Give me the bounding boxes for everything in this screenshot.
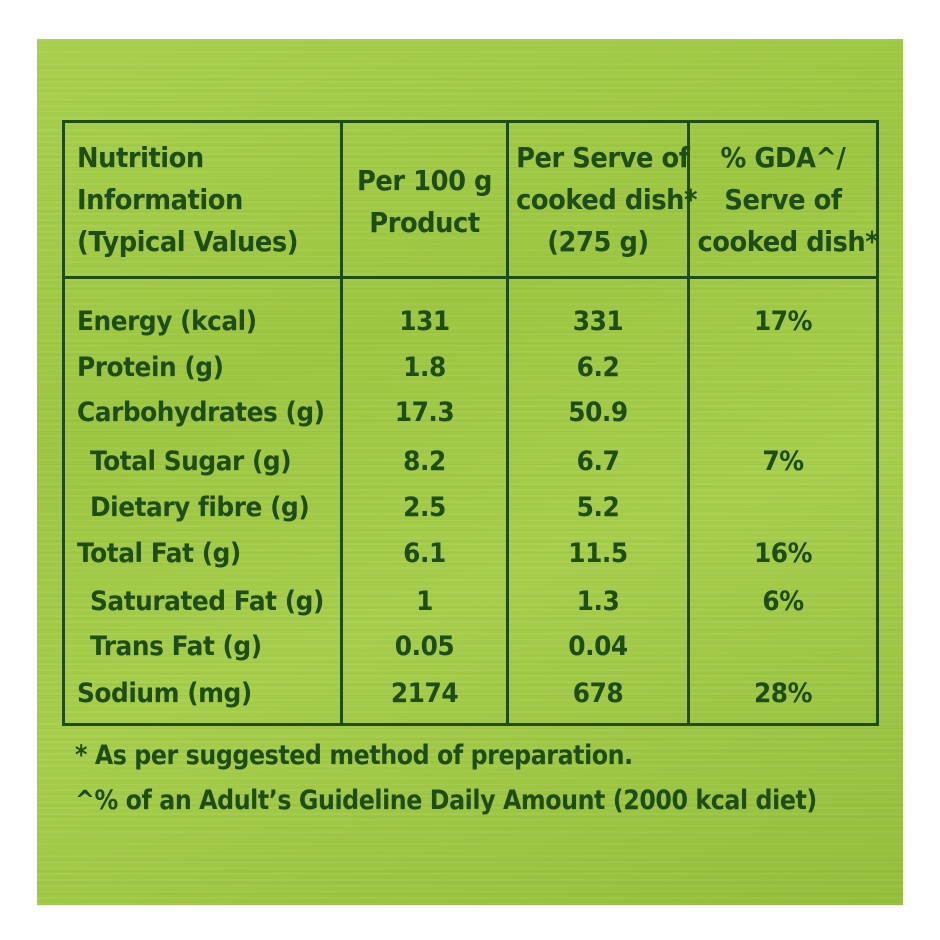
header-per-serve: Per Serve of <box>516 141 690 174</box>
header-cooked-dish: cooked dish* <box>516 183 698 216</box>
row-value-gda: 28% <box>753 678 813 709</box>
nutrition-panel-background <box>37 39 903 905</box>
row-value-gda: 7% <box>762 446 804 477</box>
row-label-total-fat: Total Fat (g) <box>77 538 241 569</box>
header-gda: % GDA^/ <box>720 141 846 174</box>
header-divider <box>65 276 876 279</box>
row-value-per-serve: 50.9 <box>568 397 628 428</box>
row-value-per100: 1.8 <box>403 352 446 383</box>
row-value-per-serve: 0.04 <box>568 631 628 662</box>
row-value-per100: 131 <box>399 306 450 337</box>
nutrition-table: Nutrition Information (Typical Values) P… <box>62 120 879 726</box>
header-information: Information <box>77 183 243 216</box>
row-value-gda: 6% <box>762 586 804 617</box>
row-label-saturated-fat: Saturated Fat (g) <box>90 586 324 617</box>
row-value-gda: 17% <box>753 306 813 337</box>
header-typical-values: (Typical Values) <box>77 225 299 258</box>
row-label-carbohydrates: Carbohydrates (g) <box>77 397 325 428</box>
row-value-per100: 2.5 <box>403 492 446 523</box>
row-value-per100: 8.2 <box>403 446 446 477</box>
row-value-per100: 17.3 <box>394 397 455 428</box>
row-label-energy: Energy (kcal) <box>77 306 257 337</box>
row-value-per-serve: 11.5 <box>568 538 628 569</box>
row-value-per-serve: 6.2 <box>576 352 620 383</box>
header-serve-weight: (275 g) <box>547 225 649 258</box>
column-divider <box>687 123 690 723</box>
row-label-protein: Protein (g) <box>77 352 224 383</box>
row-label-dietary-fibre: Dietary fibre (g) <box>90 492 310 523</box>
header-product: Product <box>369 206 480 239</box>
row-value-per-serve: 678 <box>572 678 624 709</box>
row-value-per100: 1 <box>416 586 433 617</box>
header-gda-serve: Serve of <box>724 183 842 216</box>
row-value-per100: 0.05 <box>394 631 455 662</box>
footnote-preparation: * As per suggested method of preparation… <box>75 740 633 771</box>
row-value-per-serve: 6.7 <box>576 446 620 477</box>
row-value-per100: 2174 <box>390 678 459 709</box>
column-divider <box>506 123 509 723</box>
row-value-per-serve: 331 <box>572 306 624 337</box>
row-label-sodium: Sodium (mg) <box>77 678 252 709</box>
header-gda-cooked: cooked dish* <box>697 225 879 258</box>
row-value-per100: 6.1 <box>403 538 446 569</box>
header-nutrition: Nutrition <box>77 141 204 174</box>
row-value-per-serve: 1.3 <box>576 586 620 617</box>
row-label-trans-fat: Trans Fat (g) <box>90 631 262 662</box>
column-divider <box>340 123 343 723</box>
row-label-total-sugar: Total Sugar (g) <box>90 446 292 477</box>
row-value-per-serve: 5.2 <box>576 492 620 523</box>
header-per-100g: Per 100 g <box>356 164 493 197</box>
footnote-gda: ^% of an Adult’s Guideline Daily Amount … <box>75 785 817 816</box>
row-value-gda: 16% <box>753 538 813 569</box>
